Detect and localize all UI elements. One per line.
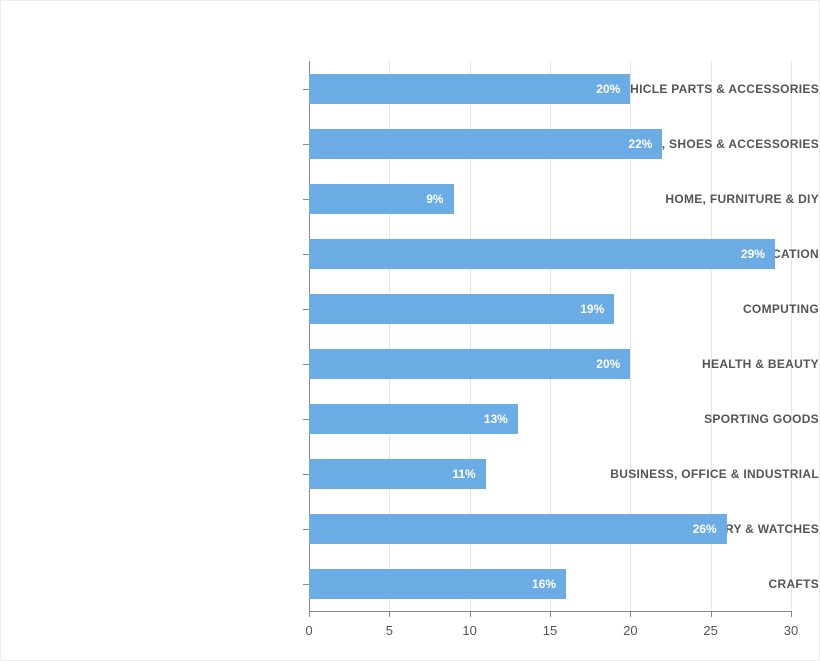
- bar: 13%: [309, 404, 518, 434]
- chart-canvas: 051015202530VEHICLE PARTS & ACCESSORIES2…: [0, 0, 820, 661]
- x-tick-label: 0: [305, 623, 312, 638]
- bar-value-label: 20%: [596, 357, 620, 371]
- x-tick-label: 20: [623, 623, 637, 638]
- bar-value-label: 29%: [741, 247, 765, 261]
- x-tick-mark: [630, 611, 631, 617]
- bar-value-label: 22%: [628, 137, 652, 151]
- bar: 16%: [309, 569, 566, 599]
- bar: 29%: [309, 239, 775, 269]
- bar: 19%: [309, 294, 614, 324]
- x-tick-mark: [389, 611, 390, 617]
- bar-value-label: 13%: [484, 412, 508, 426]
- x-tick-label: 15: [543, 623, 557, 638]
- category-label: SPORTING GOODS: [519, 412, 819, 426]
- bar: 22%: [309, 129, 662, 159]
- x-tick-mark: [791, 611, 792, 617]
- bar: 20%: [309, 74, 630, 104]
- bar-value-label: 19%: [580, 302, 604, 316]
- bar: 11%: [309, 459, 486, 489]
- bar-value-label: 9%: [426, 192, 443, 206]
- bar-value-label: 20%: [596, 82, 620, 96]
- x-tick-mark: [711, 611, 712, 617]
- x-tick-label: 5: [386, 623, 393, 638]
- bar-value-label: 16%: [532, 577, 556, 591]
- bar-value-label: 26%: [693, 522, 717, 536]
- bar-value-label: 11%: [452, 467, 475, 481]
- bar: 20%: [309, 349, 630, 379]
- x-tick-label: 10: [462, 623, 476, 638]
- x-tick-mark: [470, 611, 471, 617]
- x-tick-label: 25: [703, 623, 717, 638]
- category-label: BUSINESS, OFFICE & INDUSTRIAL: [519, 467, 819, 481]
- category-label: HOME, FURNITURE & DIY: [519, 192, 819, 206]
- x-tick-mark: [309, 611, 310, 617]
- x-tick-mark: [550, 611, 551, 617]
- bar: 26%: [309, 514, 727, 544]
- x-tick-label: 30: [784, 623, 798, 638]
- bar: 9%: [309, 184, 454, 214]
